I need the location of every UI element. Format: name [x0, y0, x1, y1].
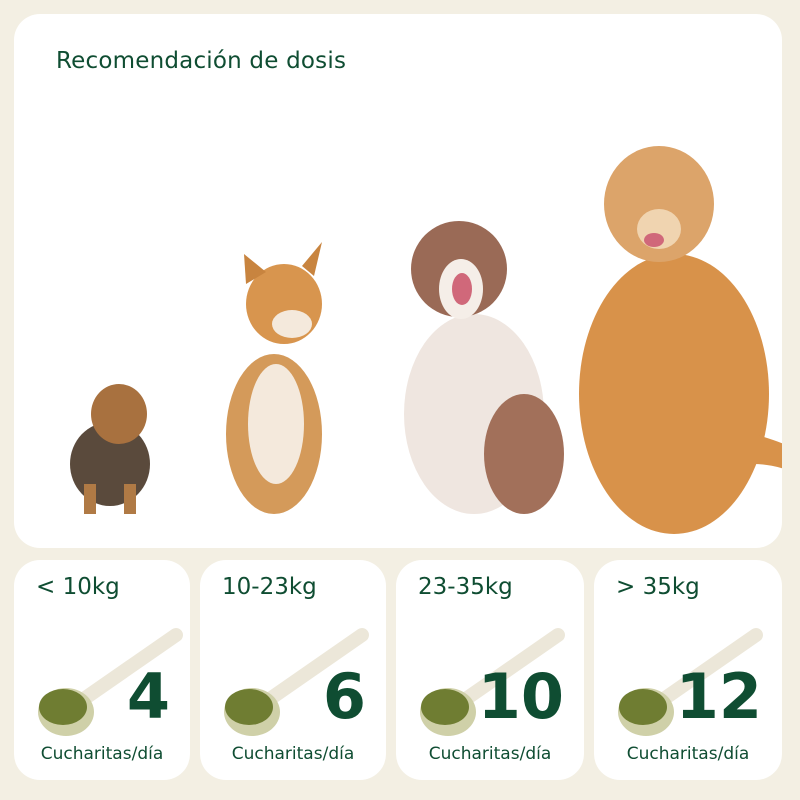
dosage-amount: 10	[477, 660, 564, 733]
weight-range: 10-23kg	[222, 574, 317, 600]
page-title: Recomendación de dosis	[56, 48, 347, 74]
dosage-card: 23-35kg 10 Cucharitas/día	[396, 560, 584, 780]
dosage-unit: Cucharitas/día	[231, 744, 355, 764]
shiba-inu-dog-image	[226, 242, 322, 514]
dosage-card: > 35kg 12 Cucharitas/día	[594, 560, 782, 780]
weight-range: < 10kg	[36, 574, 120, 600]
dosage-amount: 12	[675, 660, 762, 733]
scoop-icon	[38, 628, 183, 736]
dosage-unit: Cucharitas/día	[40, 744, 164, 764]
weight-range: > 35kg	[616, 574, 700, 600]
scoop-icon	[618, 628, 763, 736]
dosage-amount: 4	[126, 660, 170, 733]
dosage-card: < 10kg 4 Cucharitas/día	[14, 560, 190, 780]
scoop-icon	[224, 628, 369, 736]
australian-shepherd-dog-image	[404, 221, 564, 514]
scoop-icon	[420, 628, 565, 736]
dogs-panel: Recomendación de dosis	[14, 14, 782, 548]
yorkshire-dog-image	[70, 384, 150, 514]
dosage-unit: Cucharitas/día	[428, 744, 552, 764]
golden-retriever-dog-image	[579, 146, 782, 534]
dogs-illustration	[70, 146, 782, 534]
dosage-amount: 6	[322, 660, 366, 733]
dosage-card: 10-23kg 6 Cucharitas/día	[200, 560, 386, 780]
weight-range: 23-35kg	[418, 574, 513, 600]
dosage-unit: Cucharitas/día	[626, 744, 750, 764]
